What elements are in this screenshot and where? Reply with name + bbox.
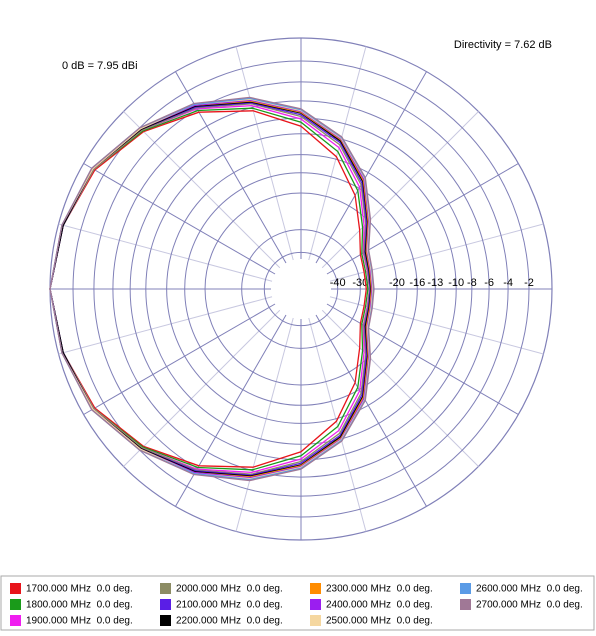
spoke — [123, 111, 281, 269]
spoke — [308, 317, 367, 532]
legend-label: 2700.000 MHz 0.0 deg. — [476, 600, 583, 611]
grid-ring — [93, 81, 509, 497]
r-tick-label: -13 — [427, 277, 443, 289]
legend-label: 2300.000 MHz 0.0 deg. — [326, 584, 433, 595]
spoke — [123, 309, 281, 467]
legend-label: 2600.000 MHz 0.0 deg. — [476, 584, 583, 595]
grid-ring — [72, 60, 530, 518]
legend-swatch — [160, 615, 171, 626]
legend-swatch — [160, 583, 171, 594]
grid-ring — [204, 192, 398, 386]
grid-ring — [263, 251, 339, 327]
legend-label: 1700.000 MHz 0.0 deg. — [26, 584, 133, 595]
legend-swatch — [310, 583, 321, 594]
spoke — [321, 309, 479, 467]
spoke — [321, 111, 479, 269]
r-tick-label: -2 — [524, 277, 534, 289]
legend-box — [0, 575, 595, 631]
legend-label: 2100.000 MHz 0.0 deg. — [176, 600, 283, 611]
legend-swatch — [460, 599, 471, 610]
spoke — [83, 303, 276, 415]
spoke — [326, 303, 519, 415]
spoke — [235, 46, 294, 261]
legend-label: 2400.000 MHz 0.0 deg. — [326, 600, 433, 611]
grid-ring — [241, 229, 361, 349]
grid-ring — [112, 100, 490, 478]
legend-swatch — [160, 599, 171, 610]
r-tick-label: -30 — [352, 277, 368, 289]
pattern-line — [49, 96, 375, 482]
spoke — [315, 71, 427, 264]
legend-label: 2000.000 MHz 0.0 deg. — [176, 584, 283, 595]
legend-label: 1900.000 MHz 0.0 deg. — [26, 616, 133, 627]
r-tick-label: -16 — [409, 277, 425, 289]
legend-swatch — [10, 583, 21, 594]
legend-label: 1800.000 MHz 0.0 deg. — [26, 600, 133, 611]
legend-swatch — [10, 599, 21, 610]
r-tick-label: -6 — [484, 277, 494, 289]
r-tick-label: -20 — [389, 277, 405, 289]
legend-label: 2200.000 MHz 0.0 deg. — [176, 616, 283, 627]
r-tick-label: -4 — [503, 277, 513, 289]
legend-label: 2500.000 MHz 0.0 deg. — [326, 616, 433, 627]
spoke — [235, 317, 294, 532]
spoke — [315, 314, 427, 507]
r-tick-label: -40 — [330, 277, 346, 289]
spoke — [83, 163, 276, 275]
r-tick-label: -10 — [448, 277, 464, 289]
legend-swatch — [310, 599, 321, 610]
legend-swatch — [10, 615, 21, 626]
spoke — [58, 296, 273, 355]
grid-ring — [129, 117, 473, 461]
grid-ring — [145, 133, 457, 445]
grid-ring — [184, 172, 418, 406]
reference-label: 0 dB = 7.95 dBi — [62, 60, 138, 72]
grid-ring — [166, 154, 436, 424]
legend-swatch — [310, 615, 321, 626]
spoke — [308, 46, 367, 261]
spoke — [58, 223, 273, 282]
directivity-label: Directivity = 7.62 dB — [454, 39, 552, 51]
spoke — [326, 163, 519, 275]
r-tick-label: -8 — [467, 277, 477, 289]
legend-swatch — [460, 583, 471, 594]
